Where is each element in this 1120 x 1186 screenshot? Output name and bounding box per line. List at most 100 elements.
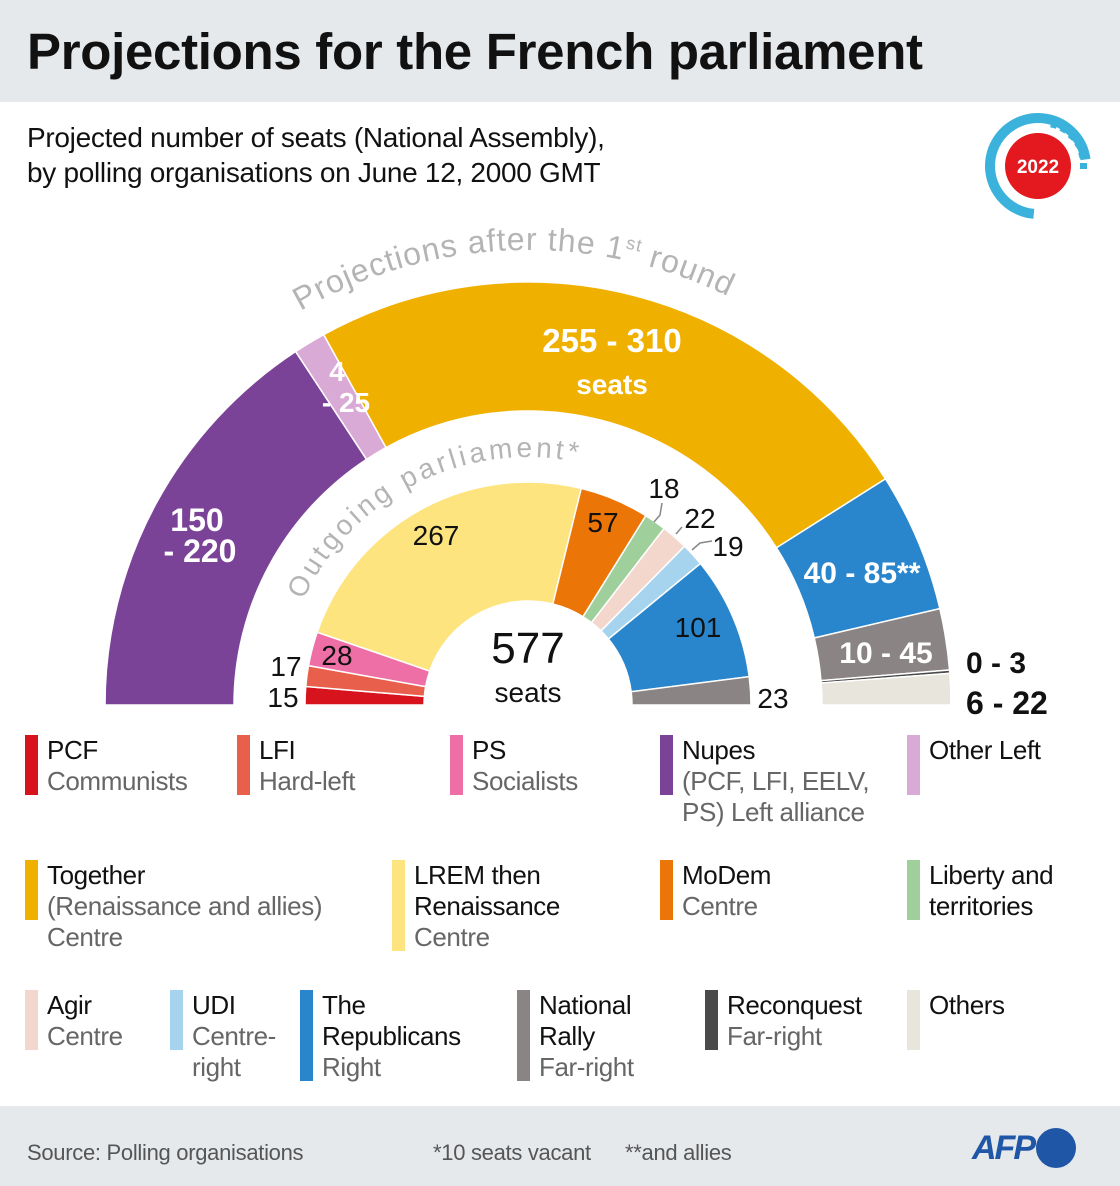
legend-item-others: Others — [907, 990, 1005, 1050]
label-nupes-high: - 220 — [164, 533, 237, 569]
legend-name: UDI — [192, 990, 236, 1020]
legend-text: Others — [929, 990, 1005, 1050]
legend-name: Nupes — [682, 735, 756, 765]
legend-description: (Renaissance and allies) — [47, 891, 323, 921]
legend-name: Renaissance — [414, 891, 560, 921]
legend-swatch — [660, 860, 673, 920]
label-lfi: 17 — [270, 651, 301, 682]
legend-item-modem: MoDem Centre — [660, 860, 771, 922]
label-udi: 19 — [712, 531, 743, 562]
legend-name: Others — [929, 990, 1005, 1020]
label-other-left-low: 4 — [329, 356, 345, 387]
legend-name: MoDem — [682, 860, 772, 890]
legend-name: territories — [929, 891, 1033, 921]
legend-text: National Rally Far-right — [539, 990, 634, 1083]
legend-swatch — [392, 860, 405, 951]
legend-description: Far-right — [539, 1052, 634, 1082]
legend-text: Agir Centre — [47, 990, 123, 1052]
allies-note: **and allies — [625, 1140, 732, 1165]
election-2022-badge-icon: 2022 — [985, 113, 1091, 219]
legend-swatch — [660, 735, 673, 795]
legend-text: PS Socialists — [472, 735, 578, 797]
afp-logo: AFP — [972, 1128, 1076, 1168]
legend-swatch — [907, 735, 920, 795]
legend-swatch — [450, 735, 463, 795]
label-agir: 22 — [684, 503, 715, 534]
legend-description: Communists — [47, 766, 188, 796]
label-pcf: 15 — [267, 682, 298, 713]
outer-segment-others — [820, 672, 952, 706]
legend-text: Other Left — [929, 735, 1041, 795]
legend-item-other-left: Other Left — [907, 735, 1041, 795]
legend-name: Republicans — [322, 1021, 461, 1051]
legend-name: The — [322, 990, 366, 1020]
label-together-unit: seats — [576, 369, 648, 400]
legend-swatch — [25, 735, 38, 795]
legend-name: Agir — [47, 990, 92, 1020]
legend-description: Socialists — [472, 766, 578, 796]
legend-name: Other Left — [929, 735, 1041, 765]
legend-item-the-republicans: The Republicans Right — [300, 990, 461, 1083]
legend-text: Nupes (PCF, LFI, EELV, PS) Left alliance — [682, 735, 870, 828]
legend-name: Liberty and — [929, 860, 1054, 890]
legend-name: Together — [47, 860, 145, 890]
legend-name: LFI — [259, 735, 296, 765]
legend-description: PS) Left alliance — [682, 797, 865, 827]
inner-segment-lrem-then-renaissance — [316, 481, 583, 673]
legend-item-national-rally: National Rally Far-right — [517, 990, 634, 1083]
label-rn-range: 10 - 45 — [839, 637, 932, 670]
legend-description: Centre — [682, 891, 758, 921]
legend-item-lfi: LFI Hard-left — [237, 735, 356, 797]
legend-text: The Republicans Right — [322, 990, 461, 1083]
legend-name: National — [539, 990, 632, 1020]
legend-description: right — [192, 1052, 241, 1082]
legend-item-pcf: PCF Communists — [25, 735, 188, 797]
label-together-range: 255 - 310 — [542, 322, 681, 359]
legend-text: LREM then Renaissance Centre — [414, 860, 560, 953]
header-band — [0, 0, 1120, 102]
label-ps: 28 — [321, 640, 352, 671]
label-modem: 57 — [587, 507, 618, 538]
legend-text: Liberty and territories — [929, 860, 1054, 922]
legend-text: Together (Renaissance and allies) Centre — [47, 860, 323, 953]
page-title: Projections for the French parliament — [27, 23, 923, 80]
outer-title-superscript: st — [624, 233, 643, 256]
legend-name: Rally — [539, 1021, 595, 1051]
legend-text: MoDem Centre — [682, 860, 771, 922]
label-lr-range: 40 - 85** — [804, 557, 921, 590]
legend-item-ps: PS Socialists — [450, 735, 578, 797]
label-rn: 23 — [757, 683, 788, 714]
legend-swatch — [907, 990, 920, 1050]
legend-swatch — [170, 990, 183, 1050]
legend-name: Reconquest — [727, 990, 862, 1020]
subtitle-line-2: by polling organisations on June 12, 200… — [27, 157, 601, 188]
legend-swatch — [25, 860, 38, 920]
vacant-note: *10 seats vacant — [433, 1140, 591, 1165]
legend-swatch — [907, 860, 920, 920]
label-others-range: 6 - 22 — [966, 685, 1048, 721]
total-seats-unit: seats — [495, 677, 562, 708]
legend-text: Reconquest Far-right — [727, 990, 862, 1052]
inner-ring — [304, 481, 752, 706]
afp-dot-icon — [1036, 1128, 1076, 1168]
legend-description: Right — [322, 1052, 381, 1082]
leader-lines — [653, 502, 713, 551]
inner-segment-national-rally — [630, 675, 752, 706]
outer-segment-together — [322, 281, 887, 549]
label-other-left-high: - 25 — [322, 387, 370, 418]
legend-description: Centre — [414, 922, 490, 952]
outer-title-end: round — [636, 235, 740, 302]
badge-year: 2022 — [1017, 157, 1059, 178]
legend-item-liberty-and-territories: Liberty and territories — [907, 860, 1054, 922]
legend-swatch — [300, 990, 313, 1081]
legend-description: Hard-left — [259, 766, 356, 796]
label-nupes-low: 150 — [170, 502, 223, 538]
outer-ring — [104, 281, 952, 706]
legend-swatch — [237, 735, 250, 795]
label-reconquest-range: 0 - 3 — [966, 647, 1026, 680]
legend-item-udi: UDI Centre-right — [170, 990, 276, 1083]
legend-item-together: Together (Renaissance and allies) Centre — [25, 860, 323, 953]
label-lrem: 267 — [413, 520, 460, 551]
legend-text: PCF Communists — [47, 735, 188, 797]
label-liberty: 18 — [648, 473, 679, 504]
